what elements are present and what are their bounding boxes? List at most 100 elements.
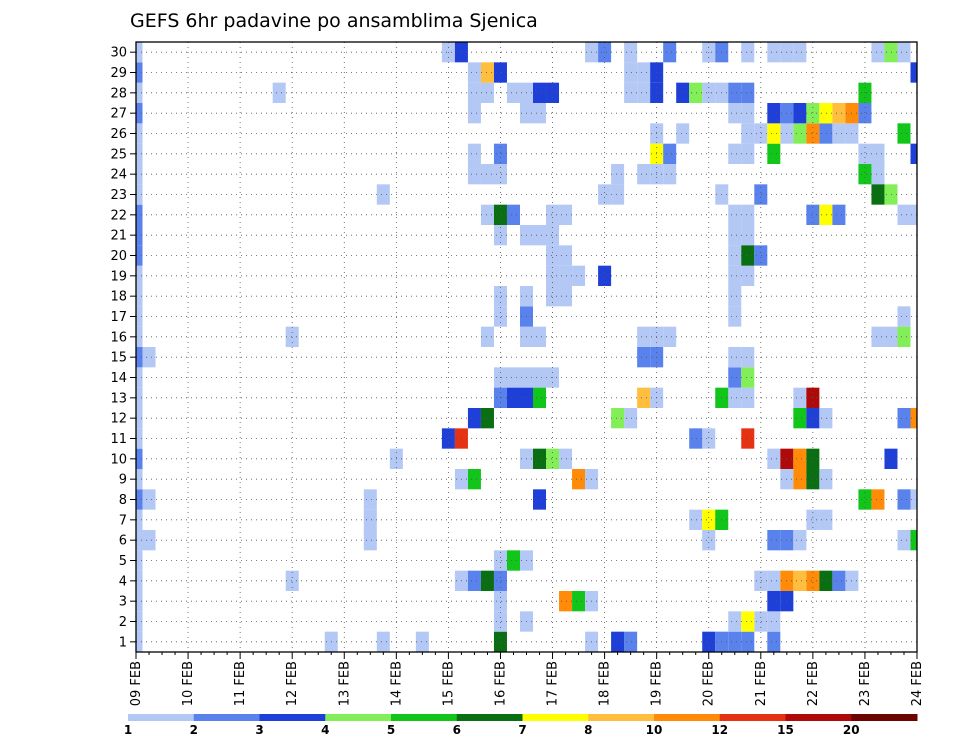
colorbar-segment: [456, 714, 523, 721]
heatmap-cell: [702, 530, 716, 551]
heatmap-cell: [467, 103, 481, 124]
y-tick-label: 29: [110, 66, 127, 81]
heatmap-cell: [363, 530, 377, 551]
heatmap-cell: [767, 42, 781, 63]
heatmap-cell: [533, 225, 547, 246]
heatmap-cell: [467, 408, 481, 429]
x-tick-label: 16 FEB: [493, 661, 508, 706]
heatmap-cell: [533, 448, 547, 469]
heatmap-cell: [136, 631, 143, 652]
colorbar-segment: [654, 714, 721, 721]
heatmap-cell: [136, 286, 143, 307]
heatmap-cell: [832, 103, 846, 124]
heatmap-cell: [819, 509, 833, 530]
heatmap-cell: [546, 448, 560, 469]
heatmap-cell: [493, 306, 507, 327]
heatmap-cell: [533, 326, 547, 347]
heatmap-cell: [493, 570, 507, 591]
x-tick-label: 13 FEB: [337, 661, 352, 706]
colorbar-segment: [193, 714, 260, 721]
heatmap-cell: [136, 265, 143, 286]
y-tick-label: 24: [110, 168, 127, 183]
heatmap-cell: [493, 164, 507, 185]
heatmap-cell: [793, 387, 807, 408]
heatmap-cell: [598, 265, 612, 286]
heatmap-cell: [767, 570, 781, 591]
heatmap-cell: [793, 408, 807, 429]
heatmap-cell: [728, 631, 742, 652]
heatmap-cell: [884, 184, 898, 205]
heatmap-cell: [363, 489, 377, 510]
colorbar-segment: [325, 714, 392, 721]
colorbar-segment: [522, 714, 589, 721]
heatmap-cell: [884, 42, 898, 63]
heatmap-cell: [572, 591, 586, 612]
heatmap-cell: [728, 286, 742, 307]
heatmap-cell: [136, 570, 143, 591]
heatmap-cell: [559, 245, 573, 266]
heatmap-cell: [793, 469, 807, 490]
heatmap-cell: [624, 42, 638, 63]
heatmap-cell: [754, 184, 768, 205]
heatmap-cell: [136, 225, 143, 246]
heatmap-cell: [741, 387, 755, 408]
heatmap-cell: [910, 408, 917, 429]
heatmap-cell: [728, 204, 742, 225]
x-tick-label: 12 FEB: [285, 661, 300, 706]
heatmap-cell: [467, 570, 481, 591]
heatmap-cell: [819, 408, 833, 429]
heatmap-cell: [702, 631, 716, 652]
y-tick-label: 4: [119, 574, 127, 589]
heatmap-cell: [441, 428, 455, 449]
y-tick-label: 5: [119, 554, 127, 569]
heatmap-cell: [663, 326, 677, 347]
heatmap-cell: [858, 164, 872, 185]
heatmap-cell: [819, 103, 833, 124]
heatmap-cell: [741, 265, 755, 286]
heatmap-cell: [754, 245, 768, 266]
heatmap-cell: [910, 489, 917, 510]
heatmap-cell: [546, 265, 560, 286]
heatmap-cell: [871, 164, 885, 185]
heatmap-cell: [663, 164, 677, 185]
heatmap-cell: [897, 42, 911, 63]
heatmap-cell: [506, 367, 520, 388]
heatmap-cell: [741, 143, 755, 164]
heatmap-cell: [858, 143, 872, 164]
heatmap-cell: [376, 184, 390, 205]
heatmap-cell: [467, 62, 481, 83]
heatmap-cell: [741, 245, 755, 266]
heatmap-cell: [910, 62, 917, 83]
x-tick-label: 20 FEB: [702, 661, 717, 706]
heatmap-cell: [624, 408, 638, 429]
heatmap-cell: [136, 387, 143, 408]
colorbar-label: 7: [518, 723, 526, 737]
y-tick-label: 27: [110, 107, 127, 122]
colorbar-label: 6: [453, 723, 461, 737]
heatmap-cell: [741, 631, 755, 652]
heatmap-cell: [793, 42, 807, 63]
heatmap-cell: [136, 103, 143, 124]
heatmap-cell: [559, 204, 573, 225]
heatmap-cell: [767, 123, 781, 144]
heatmap-cell: [136, 204, 143, 225]
heatmap-cell: [493, 631, 507, 652]
heatmap-cell: [136, 489, 143, 510]
heatmap-cell: [467, 164, 481, 185]
heatmap-cell: [728, 367, 742, 388]
heatmap-cell: [767, 103, 781, 124]
y-tick-label: 23: [110, 188, 127, 203]
heatmap-cell: [624, 82, 638, 103]
colorbar-segment: [851, 714, 918, 721]
heatmap-cell: [793, 530, 807, 551]
heatmap-cell: [142, 489, 156, 510]
heatmap-cell: [467, 469, 481, 490]
heatmap-cell: [806, 448, 820, 469]
heatmap-cell: [493, 591, 507, 612]
heatmap-cell: [546, 286, 560, 307]
x-tick-label: 24 FEB: [910, 661, 925, 706]
heatmap-cell: [884, 448, 898, 469]
heatmap-cell: [689, 428, 703, 449]
heatmap-cell: [493, 204, 507, 225]
heatmap-cell: [136, 591, 143, 612]
